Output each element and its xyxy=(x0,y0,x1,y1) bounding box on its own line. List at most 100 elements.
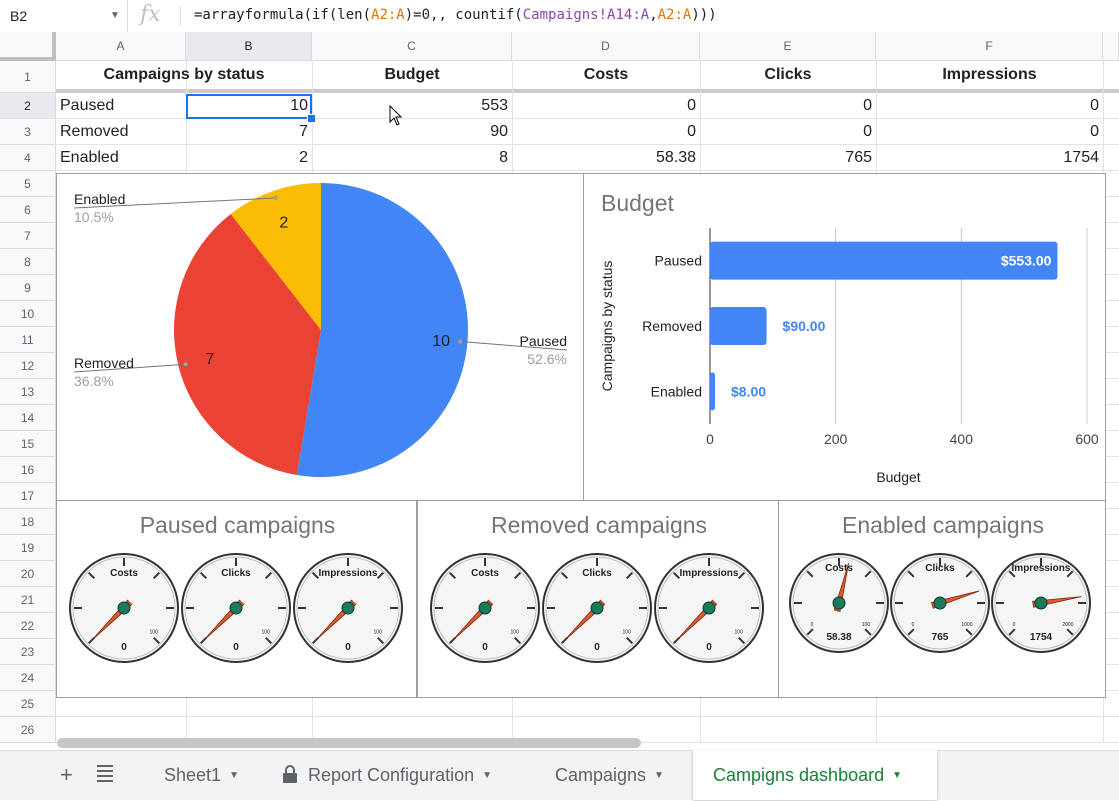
gauge-panel-title: Removed campaigns xyxy=(491,512,707,538)
row-header[interactable]: 21 xyxy=(0,587,56,613)
tab-menu-caret-icon[interactable]: ▼ xyxy=(482,770,493,782)
header-cell[interactable]: Campaigns by status xyxy=(103,66,265,83)
row-header[interactable]: 1 xyxy=(0,61,56,93)
header-cell[interactable]: Impressions xyxy=(942,66,1037,83)
gauge-tick xyxy=(806,628,814,636)
row-header[interactable]: 19 xyxy=(0,535,56,561)
gauge-panel-0[interactable]: Paused campaigns Costs 100 0 Clicks 100 0 Impre… xyxy=(56,500,417,698)
pie-leader-line xyxy=(73,363,186,373)
data-cell[interactable]: 0 xyxy=(1090,97,1099,114)
row-header[interactable]: 8 xyxy=(0,249,56,275)
gauge-costs: Costs 100 0 xyxy=(69,553,179,663)
data-cell[interactable]: 2 xyxy=(299,149,308,166)
gauge-min-label: 0 xyxy=(811,622,814,628)
header-cell[interactable]: Clicks xyxy=(764,66,812,83)
header-cell[interactable]: Budget xyxy=(384,66,440,83)
data-cell[interactable]: Enabled xyxy=(60,149,119,166)
data-cell[interactable]: 90 xyxy=(490,123,508,140)
data-cell[interactable]: 1754 xyxy=(1063,149,1099,166)
row-header[interactable]: 9 xyxy=(0,275,56,301)
pie-slice-enabled[interactable] xyxy=(230,183,321,330)
header-cell[interactable]: Costs xyxy=(583,66,629,83)
formula-ref: A2:A xyxy=(657,7,692,23)
row-header[interactable]: 25 xyxy=(0,691,56,717)
data-cell[interactable]: Removed xyxy=(60,123,129,140)
data-cell[interactable]: 8 xyxy=(499,149,508,166)
bar-enabled[interactable] xyxy=(710,372,716,411)
data-cell[interactable]: 0 xyxy=(687,97,696,114)
pie-category-label: Enabled xyxy=(74,191,125,207)
row-header[interactable]: 26 xyxy=(0,717,56,743)
tab-menu-caret-icon[interactable]: ▼ xyxy=(229,770,239,782)
pie-value-label: 2 xyxy=(279,215,288,232)
gauge-label: Costs xyxy=(471,568,499,579)
data-cell[interactable]: 0 xyxy=(687,123,696,140)
data-cell[interactable]: Paused xyxy=(60,97,115,114)
row-header[interactable]: 6 xyxy=(0,197,56,223)
row-header[interactable]: 5 xyxy=(0,171,56,197)
row-header[interactable]: 7 xyxy=(0,223,56,249)
row-header[interactable]: 23 xyxy=(0,639,56,665)
column-header-d[interactable]: D xyxy=(512,32,700,61)
tab-campaigns-dashboard[interactable]: Campigns dashboard ▼ xyxy=(693,750,937,800)
data-cell[interactable]: 0 xyxy=(863,97,872,114)
gauge-panel-2[interactable]: Enabled campaigns Costs 0 100 58.38 Clicks 0 10… xyxy=(778,500,1106,698)
bar-paused[interactable] xyxy=(710,241,1058,280)
gauge-min-label: 0 xyxy=(1013,622,1016,628)
row-header[interactable]: 18 xyxy=(0,509,56,535)
tab-sheet1[interactable]: Sheet1 ▼ xyxy=(164,750,239,800)
data-cell[interactable]: 10 xyxy=(290,97,308,114)
row-header[interactable]: 16 xyxy=(0,457,56,483)
bar-removed[interactable] xyxy=(710,307,767,345)
pie-slice-removed[interactable] xyxy=(174,213,321,475)
all-sheets-list-icon[interactable] xyxy=(97,765,113,782)
tab-report-configuration[interactable]: Report Configuration ▼ xyxy=(282,750,492,800)
formula-input[interactable]: =arrayformula(if(len(A2:A)=0,, countif(C… xyxy=(194,7,717,23)
data-cell[interactable]: 0 xyxy=(863,123,872,140)
tab-menu-caret-icon[interactable]: ▼ xyxy=(892,770,903,782)
row-header[interactable]: 11 xyxy=(0,327,56,353)
row-header[interactable]: 20 xyxy=(0,561,56,587)
column-header-b[interactable]: B xyxy=(186,32,312,61)
select-all-corner[interactable] xyxy=(0,32,56,61)
pie-slice-paused[interactable] xyxy=(296,183,469,477)
row-header[interactable]: 10 xyxy=(0,301,56,327)
data-cell[interactable]: 553 xyxy=(481,97,508,114)
name-box-dropdown-icon[interactable]: ▼ xyxy=(110,10,120,21)
row-header[interactable]: 17 xyxy=(0,483,56,509)
bar-chart[interactable]: Budget 0 200 400 600 Paused $553.00 Removed $90.… xyxy=(583,173,1106,501)
row-header[interactable]: 4 xyxy=(0,145,56,171)
row-header[interactable]: 2 xyxy=(0,93,56,119)
tab-campaigns[interactable]: Campaigns ▼ xyxy=(555,750,664,800)
column-header-e[interactable]: E xyxy=(700,32,876,61)
row-gridline xyxy=(56,144,1119,145)
tab-label: Sheet1 xyxy=(164,765,222,785)
column-header-a[interactable]: A xyxy=(56,32,186,61)
fill-handle[interactable] xyxy=(307,114,316,123)
row-header[interactable]: 14 xyxy=(0,405,56,431)
column-header-c[interactable]: C xyxy=(312,32,512,61)
name-box[interactable]: B2 ▼ xyxy=(0,0,128,32)
horizontal-scrollbar[interactable] xyxy=(57,738,641,748)
data-cell[interactable]: 58.38 xyxy=(655,149,696,166)
gauge-panel-svg: Paused campaignsCosts1000Clicks1000Impre… xyxy=(69,512,403,663)
tab-menu-caret-icon[interactable]: ▼ xyxy=(654,770,664,782)
gauge-hub xyxy=(229,601,243,615)
data-cell[interactable]: 765 xyxy=(845,149,872,166)
row-header[interactable]: 15 xyxy=(0,431,56,457)
row-header[interactable]: 12 xyxy=(0,353,56,379)
gauge-tick xyxy=(907,628,915,636)
bar-data-label: $553.00 xyxy=(1001,253,1052,269)
column-header-f[interactable]: F xyxy=(876,32,1103,61)
gauge-value-label: 0 xyxy=(121,642,127,653)
row-header[interactable]: 3 xyxy=(0,119,56,145)
add-sheet-plus-icon[interactable]: + xyxy=(60,762,73,787)
gauge-tick xyxy=(907,570,915,578)
row-header[interactable]: 24 xyxy=(0,665,56,691)
pie-chart[interactable]: 10 7 2 Paused 52.6% Removed 36.8% Enabled 10.5% xyxy=(56,173,584,501)
data-cell[interactable]: 7 xyxy=(299,123,308,140)
row-header[interactable]: 22 xyxy=(0,613,56,639)
data-cell[interactable]: 0 xyxy=(1090,123,1099,140)
row-header[interactable]: 13 xyxy=(0,379,56,405)
gauge-panel-1[interactable]: Removed campaigns Costs 100 0 Clicks 100 0 Impr… xyxy=(417,500,779,698)
